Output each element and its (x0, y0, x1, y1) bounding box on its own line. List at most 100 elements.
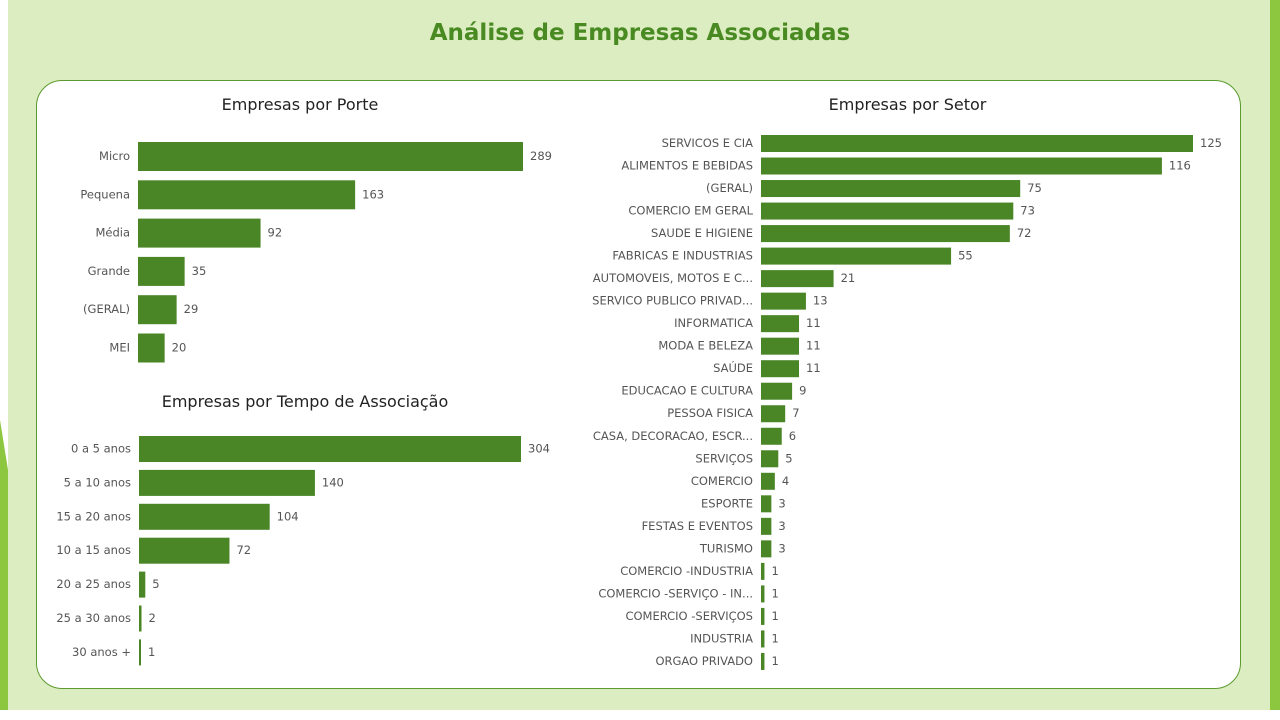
bar[interactable] (138, 333, 165, 363)
data-label: 72 (236, 543, 251, 557)
data-label: 72 (1017, 226, 1032, 240)
data-label: 140 (322, 475, 344, 489)
bar[interactable] (139, 503, 270, 530)
data-label: 1 (148, 645, 155, 659)
category-label: FESTAS E EVENTOS (642, 519, 753, 533)
category-label: INFORMATICA (674, 316, 753, 330)
bar[interactable] (761, 562, 765, 580)
data-label: 13 (813, 294, 828, 308)
data-label: 6 (789, 429, 796, 443)
category-label: COMERCIO -SERVIÇOS (625, 609, 753, 623)
category-label: SAÚDE (713, 360, 753, 375)
bar[interactable] (761, 652, 765, 670)
category-label: 15 a 20 anos (56, 509, 131, 523)
bar[interactable] (139, 436, 521, 462)
data-label: 304 (528, 442, 550, 456)
data-label: 1 (771, 631, 778, 645)
data-label: 3 (778, 496, 785, 510)
bar[interactable] (761, 495, 772, 513)
bar[interactable] (761, 247, 952, 265)
bar[interactable] (138, 218, 261, 248)
category-label: SERVICOS E CIA (662, 136, 754, 150)
category-label: 10 a 15 anos (56, 543, 131, 557)
bar[interactable] (761, 382, 793, 400)
category-label: Pequena (80, 187, 130, 201)
bar[interactable] (761, 270, 834, 288)
bar[interactable] (761, 180, 1021, 198)
bar[interactable] (139, 605, 142, 632)
bar[interactable] (761, 157, 1162, 175)
category-label: FABRICAS E INDUSTRIAS (612, 249, 753, 263)
data-label: 35 (192, 264, 207, 278)
chart-tempo: 0 a 5 anos 304 5 a 10 anos 140 15 a 20 anos 1… (56, 436, 550, 666)
category-label: SAUDE E HIGIENE (651, 226, 753, 240)
bar[interactable] (761, 315, 800, 333)
category-label: MODA E BELEZA (658, 339, 753, 353)
data-label: 104 (277, 509, 299, 523)
data-label: 1 (771, 564, 778, 578)
bar[interactable] (761, 405, 786, 423)
category-label: ESPORTE (701, 496, 753, 510)
bar[interactable] (138, 180, 356, 210)
category-label: COMERCIO (691, 474, 753, 488)
data-label: 289 (530, 149, 552, 163)
bar[interactable] (761, 427, 782, 445)
data-label: 11 (806, 316, 821, 330)
bar[interactable] (761, 337, 800, 355)
category-label: 5 a 10 anos (64, 475, 131, 489)
data-label: 1 (771, 609, 778, 623)
category-label: SERVICO PUBLICO PRIVAD... (592, 294, 753, 308)
category-label: COMERCIO EM GERAL (628, 204, 753, 218)
bar[interactable] (761, 450, 779, 468)
chart-title-porte: Empresas por Porte (221, 95, 379, 114)
category-label: Grande (88, 264, 130, 278)
category-label: TURISMO (699, 541, 753, 555)
data-label: 1 (771, 586, 778, 600)
bar[interactable] (139, 469, 315, 496)
right-accent-bar (1270, 0, 1280, 710)
bar[interactable] (761, 225, 1010, 243)
data-label: 7 (792, 406, 799, 420)
category-label: Média (95, 226, 130, 240)
bar[interactable] (139, 571, 146, 598)
data-label: 11 (806, 361, 821, 375)
bar[interactable] (138, 295, 177, 325)
data-label: 5 (785, 451, 792, 465)
bar[interactable] (761, 540, 772, 558)
category-label: 30 anos + (72, 645, 131, 659)
category-label: EDUCACAO E CULTURA (621, 384, 753, 398)
category-label: 25 a 30 anos (56, 611, 131, 625)
bar[interactable] (761, 472, 775, 490)
bar[interactable] (138, 256, 185, 286)
category-label: ALIMENTOS E BEBIDAS (621, 159, 753, 173)
category-label: PESSOA FISICA (667, 406, 753, 420)
bar[interactable] (139, 537, 230, 564)
data-label: 9 (799, 384, 806, 398)
data-label: 1 (771, 654, 778, 668)
data-label: 2 (149, 611, 156, 625)
data-label: 73 (1020, 204, 1035, 218)
bar[interactable] (761, 517, 772, 535)
bar[interactable] (761, 630, 765, 648)
category-label: SERVIÇOS (695, 451, 753, 465)
bar[interactable] (761, 292, 806, 310)
data-label: 29 (184, 302, 199, 316)
category-label: COMERCIO -SERVIÇO - IN... (598, 586, 753, 600)
bar[interactable] (761, 202, 1014, 220)
data-label: 21 (841, 271, 856, 285)
bar[interactable] (761, 585, 765, 603)
bar[interactable] (139, 639, 141, 666)
data-label: 4 (782, 474, 789, 488)
bar[interactable] (761, 135, 1193, 152)
category-label: COMERCIO -INDUSTRIA (620, 564, 753, 578)
bar[interactable] (761, 607, 765, 625)
data-label: 3 (778, 519, 785, 533)
data-label: 20 (172, 341, 187, 355)
data-label: 11 (806, 339, 821, 353)
bar[interactable] (138, 142, 523, 171)
bar[interactable] (761, 360, 800, 378)
category-label: Micro (99, 149, 130, 163)
category-label: AUTOMOVEIS, MOTOS E C... (593, 271, 753, 285)
data-label: 55 (958, 249, 973, 263)
data-label: 163 (362, 187, 384, 201)
